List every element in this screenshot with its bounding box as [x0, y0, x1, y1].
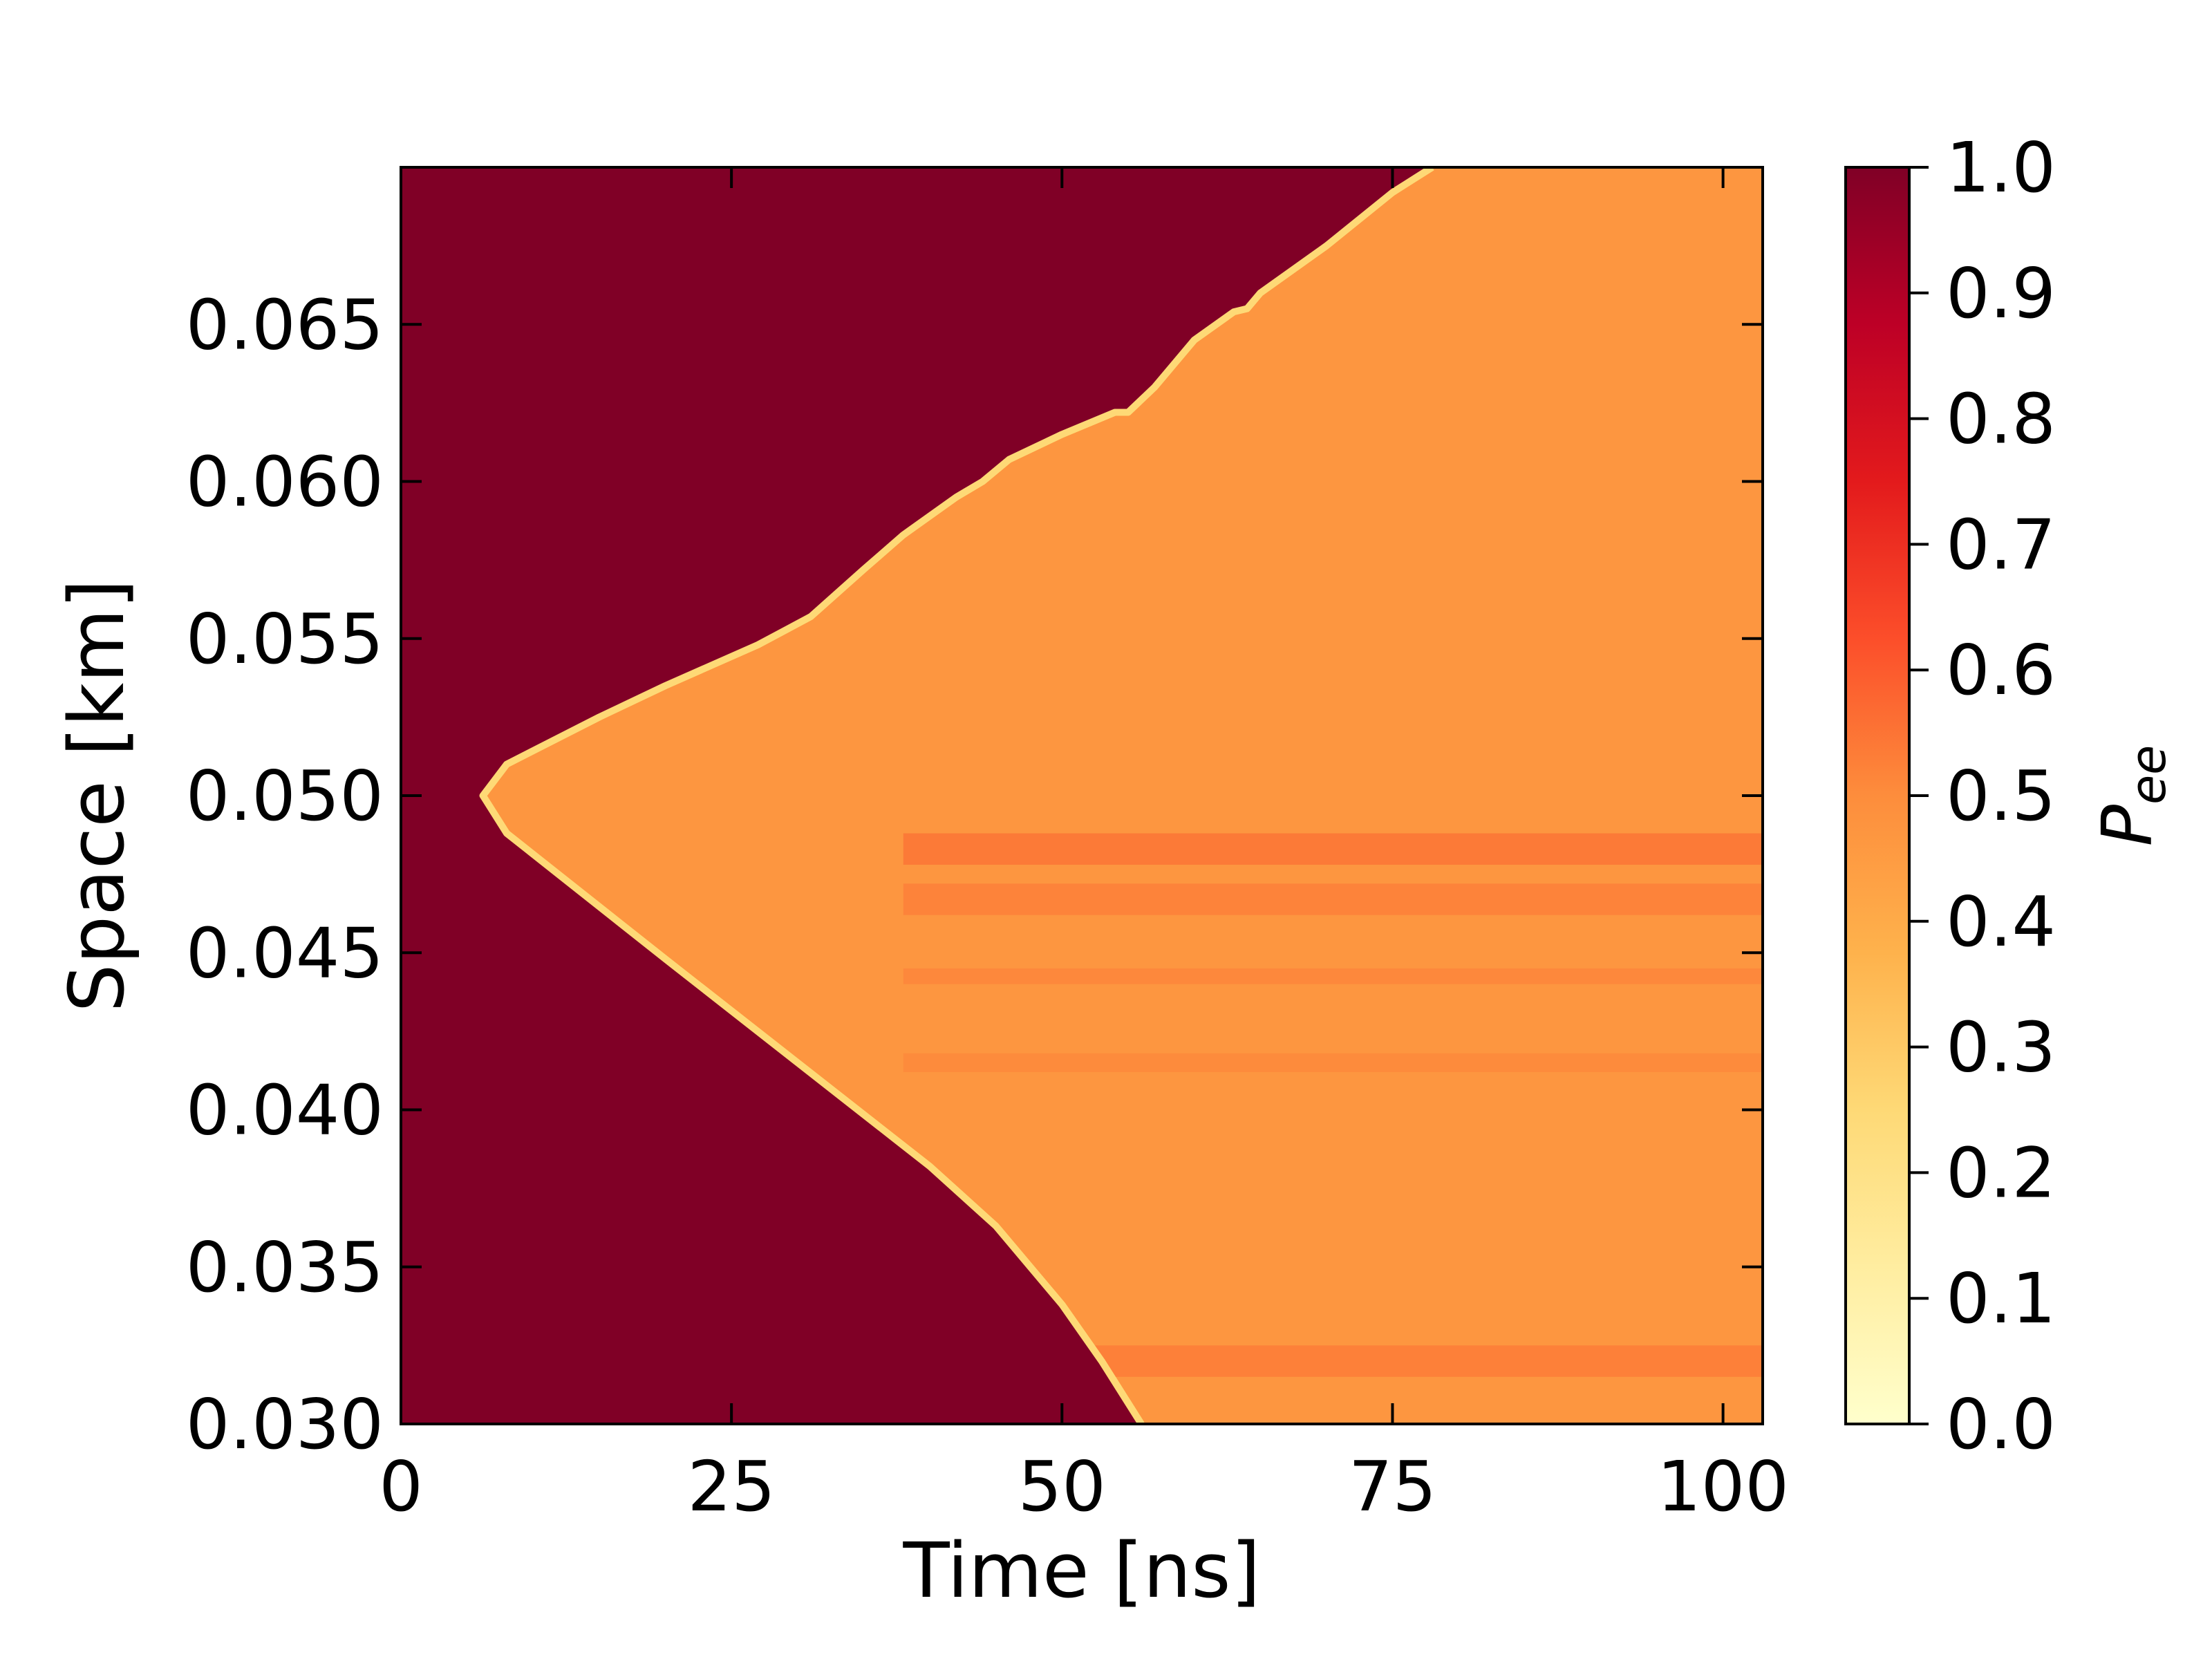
- heatmap-saturated-region: [401, 167, 1432, 1424]
- x-tick-label: 100: [1657, 1446, 1789, 1527]
- colorbar-label: Pee: [2087, 745, 2177, 846]
- heatmap-front-edge-overlay: [479, 167, 1434, 1424]
- colorbar-tick-label: 0.9: [1946, 253, 2056, 334]
- y-tick-label: 0.050: [186, 756, 384, 836]
- colorbar-tick-label: 0.3: [1946, 1007, 2056, 1088]
- x-tick-label: 50: [1018, 1446, 1106, 1527]
- colorbar-tick-label: 0.0: [1946, 1384, 2056, 1465]
- y-tick-label: 0.045: [186, 912, 384, 993]
- colorbar-gradient: [1844, 166, 1911, 1425]
- y-tick-label: 0.030: [186, 1384, 384, 1465]
- colorbar-tick-label: 0.2: [1946, 1132, 2056, 1213]
- colorbar-tick-label: 0.6: [1946, 630, 2056, 711]
- y-tick-label: 0.060: [186, 442, 384, 523]
- colorbar-tick-label: 0.5: [1946, 756, 2056, 836]
- x-tick-label: 75: [1349, 1446, 1436, 1527]
- x-tick-label: 0: [379, 1446, 423, 1527]
- y-axis-label: Space [km]: [53, 579, 141, 1013]
- colorbar-label-sub: ee: [2120, 745, 2177, 805]
- colorbar-label-main: P: [2087, 804, 2168, 846]
- y-axis: 0.030 0.035 0.040 0.045 0.050 0.055 0.060 0.065: [186, 284, 1763, 1465]
- colorbar-tick-label: 0.1: [1946, 1258, 2056, 1339]
- y-tick-label: 0.040: [186, 1070, 384, 1151]
- plot-area: [401, 167, 1763, 1424]
- heatmap-band: [903, 833, 1763, 865]
- colorbar-tick-label: 1.0: [1946, 127, 2056, 208]
- colorbar-tick-label: 0.7: [1946, 504, 2056, 585]
- colorbar: 0.0 0.1 0.2 0.3 0.4 0.5 0.6 0.7 0.8 0.9 1.0 Pee: [1844, 127, 2177, 1465]
- heatmap-band: [903, 1053, 1763, 1072]
- x-tick-label: 25: [688, 1446, 776, 1527]
- colorbar-tick-label: 0.4: [1946, 881, 2056, 962]
- x-axis: 0 25 50 75 100: [379, 167, 1789, 1527]
- colorbar-ticks: 0.0 0.1 0.2 0.3 0.4 0.5 0.6 0.7 0.8 0.9 1.0: [1909, 127, 2056, 1465]
- x-axis-label: Time [ns]: [902, 1526, 1260, 1615]
- y-tick-label: 0.065: [186, 284, 384, 365]
- y-tick-label: 0.035: [186, 1227, 384, 1308]
- heatmap-band: [903, 968, 1763, 984]
- heatmap-band: [903, 883, 1763, 915]
- heatmap-mixed-region: [482, 167, 1763, 1424]
- y-tick-label: 0.055: [186, 599, 384, 679]
- colorbar-tick-label: 0.8: [1946, 379, 2056, 460]
